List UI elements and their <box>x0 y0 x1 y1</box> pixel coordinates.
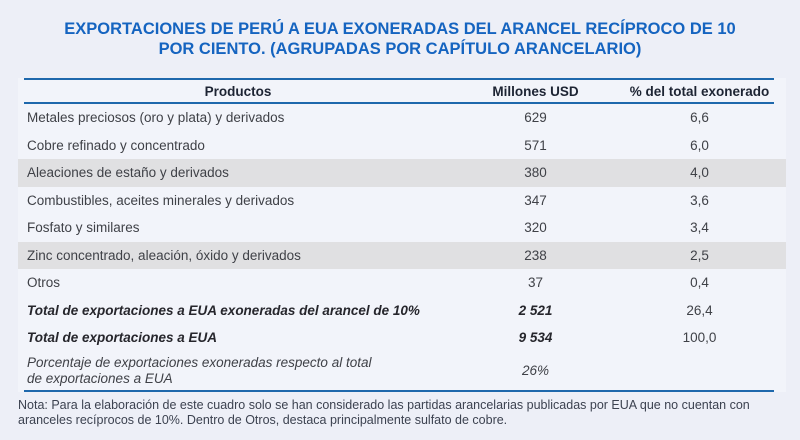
cell-pct: 100,0 <box>682 330 717 346</box>
cell-producto: Total de exportaciones a EUA <box>27 330 218 346</box>
table-top-rule <box>24 78 774 80</box>
footnote: Nota: Para la elaboración de este cuadro… <box>18 397 750 428</box>
table-row: Total de exportaciones a EUA 9 534 100,0 <box>18 324 786 352</box>
column-header-millones-usd: Millones USD <box>492 83 579 99</box>
table-bottom-rule <box>24 389 774 392</box>
cell-usd: 320 <box>524 220 547 236</box>
table-row: Otros 37 0,4 <box>18 269 786 297</box>
cell-producto: Zinc concentrado, aleación, óxido y deri… <box>27 247 301 263</box>
column-header-productos: Productos <box>204 83 272 99</box>
cell-usd: 629 <box>524 110 547 126</box>
page-title: EXPORTACIONES DE PERÚ A EUA EXONERADAS D… <box>64 20 736 58</box>
table-header-row: Productos Millones USD % del total exone… <box>18 80 786 102</box>
table-row: Fosfato y similares 320 3,4 <box>18 214 786 242</box>
table-row: Aleaciones de estaño y derivados 380 4,0 <box>18 159 786 187</box>
cell-usd: 9 534 <box>518 330 553 346</box>
cell-producto: Aleaciones de estaño y derivados <box>27 165 229 181</box>
cell-pct: 6,0 <box>690 137 709 153</box>
cell-pct: 3,4 <box>690 220 709 236</box>
table-row: Total de exportaciones a EUA exoneradas … <box>18 297 786 325</box>
column-header-pct-total-exonerado: % del total exonerado <box>629 83 770 99</box>
header-bottom-rule <box>24 102 774 104</box>
cell-usd: 347 <box>524 192 547 208</box>
cell-pct: 0,4 <box>690 275 709 291</box>
cell-usd: 2 521 <box>518 302 553 318</box>
cell-producto: Metales preciosos (oro y plata) y deriva… <box>27 110 285 126</box>
cell-usd: 238 <box>524 247 547 263</box>
table-row: Combustibles, aceites minerales y deriva… <box>18 187 786 215</box>
cell-producto: Otros <box>27 275 61 291</box>
cell-producto: Fosfato y similares <box>27 220 140 236</box>
cell-pct: 2,5 <box>690 247 709 263</box>
cell-pct: 26,4 <box>686 302 713 318</box>
cell-producto: Cobre refinado y concentrado <box>27 137 205 153</box>
table-body: Metales preciosos (oro y plata) y deriva… <box>18 104 786 390</box>
cell-producto: Porcentaje de exportaciones exoneradas r… <box>27 354 372 386</box>
table-row: Porcentaje de exportaciones exoneradas r… <box>18 352 786 390</box>
cell-pct: 6,6 <box>690 110 709 126</box>
cell-producto: Combustibles, aceites minerales y deriva… <box>27 192 295 208</box>
table-row: Metales preciosos (oro y plata) y deriva… <box>18 104 786 132</box>
cell-usd: 571 <box>524 137 547 153</box>
cell-pct: 3,6 <box>690 192 709 208</box>
cell-producto: Total de exportaciones a EUA exoneradas … <box>27 302 420 318</box>
cell-usd: 26% <box>521 363 550 378</box>
table-row: Cobre refinado y concentrado 571 6,0 <box>18 132 786 160</box>
exports-table: Productos Millones USD % del total exone… <box>18 78 786 392</box>
cell-usd: 37 <box>527 275 544 291</box>
cell-pct: 4,0 <box>690 165 709 181</box>
cell-usd: 380 <box>524 165 547 181</box>
table-row: Zinc concentrado, aleación, óxido y deri… <box>18 241 786 269</box>
